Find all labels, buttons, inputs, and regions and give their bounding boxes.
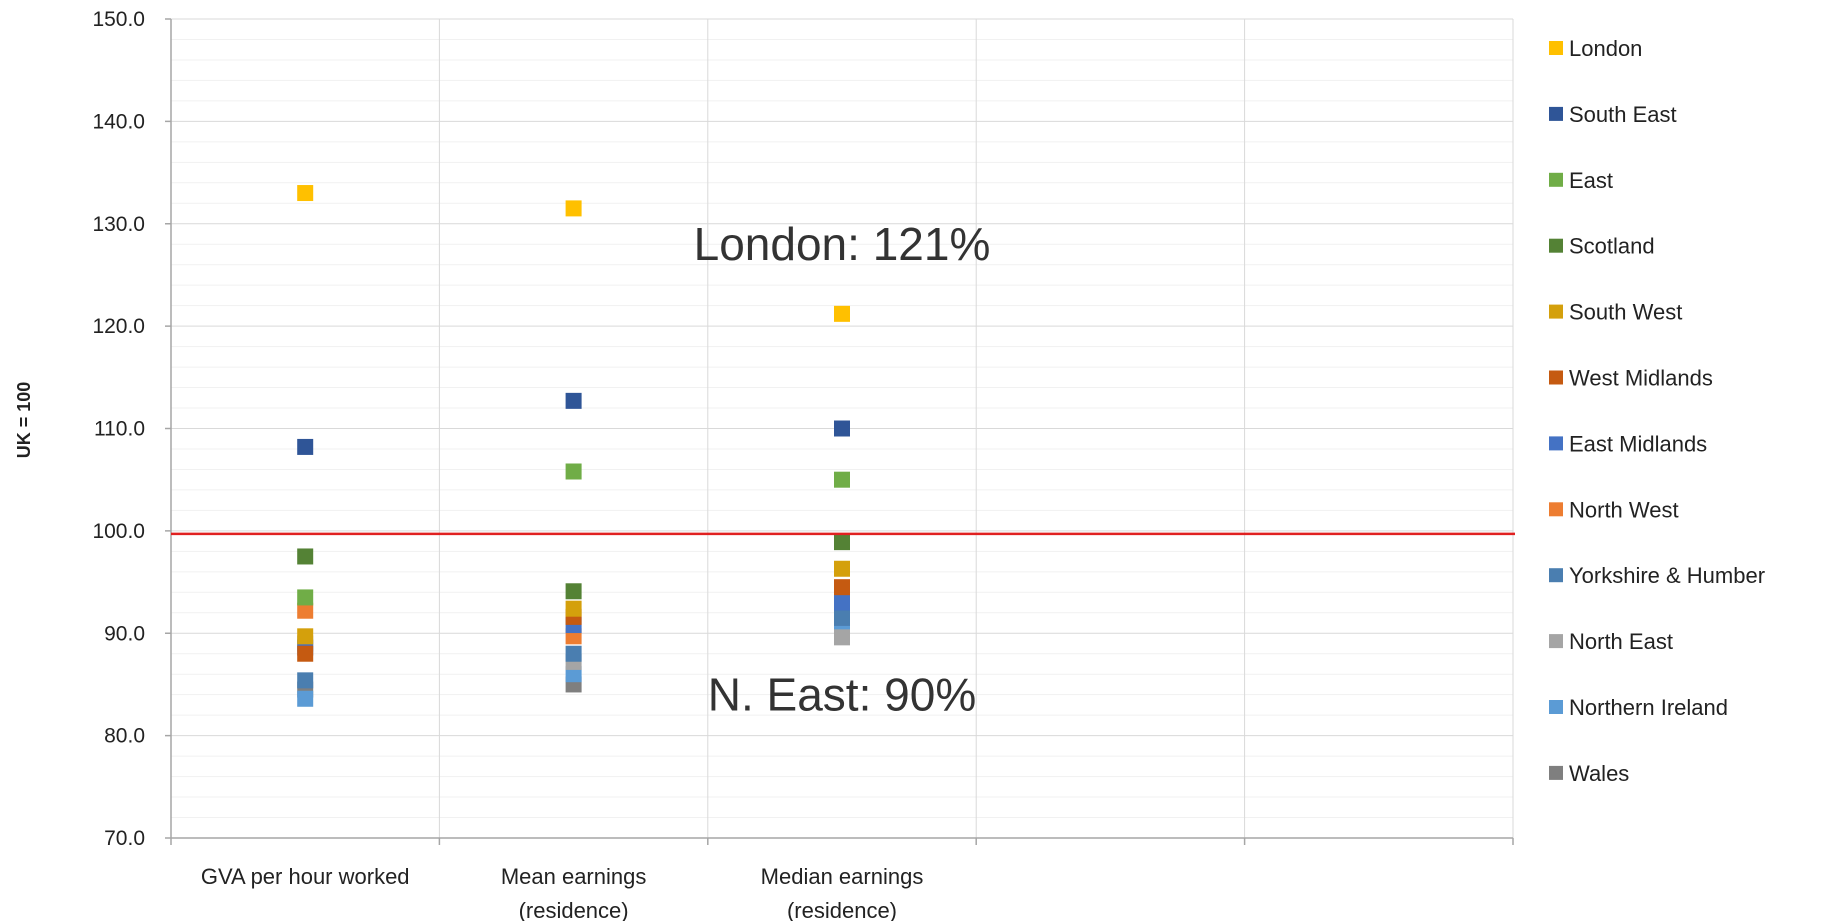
legend-swatch <box>1549 502 1563 517</box>
y-tick-label: 100.0 <box>92 520 145 543</box>
data-point <box>297 672 314 689</box>
legend-label: West Midlands <box>1569 366 1713 391</box>
legend-swatch <box>1549 765 1563 780</box>
legend-swatch <box>1549 634 1563 649</box>
legend-swatch <box>1549 568 1563 583</box>
data-point <box>297 602 314 619</box>
legend: London South East East Scotland South West We… <box>1549 36 1765 786</box>
data-point <box>834 629 850 646</box>
data-point <box>834 579 850 596</box>
legend-item: Yorkshire & Humber <box>1549 563 1765 588</box>
data-point <box>834 420 850 437</box>
annotation-text: London: 121% <box>694 218 991 270</box>
data-point <box>565 200 582 217</box>
data-point <box>297 628 314 645</box>
x-category-label: GVA per hour worked <box>201 864 410 889</box>
y-tick-label: 80.0 <box>104 725 145 748</box>
legend-item: North East <box>1549 629 1673 654</box>
annotation-text: N. East: 90% <box>708 669 976 721</box>
legend-item: Scotland <box>1549 234 1655 259</box>
data-points <box>297 185 850 707</box>
x-category-label: Mean earnings <box>501 864 647 889</box>
data-point <box>834 609 850 626</box>
data-point <box>297 548 314 565</box>
legend-swatch <box>1549 304 1563 319</box>
data-point <box>565 583 582 600</box>
legend-label: North West <box>1569 497 1679 522</box>
data-point <box>565 645 582 662</box>
legend-item: East <box>1549 168 1613 193</box>
data-point <box>565 392 582 409</box>
legend-label: Scotland <box>1569 234 1655 259</box>
legend-swatch <box>1549 172 1563 187</box>
data-point <box>565 600 582 617</box>
legend-swatch <box>1549 700 1563 714</box>
legend-label: South East <box>1569 102 1677 127</box>
legend-item: Northern Ireland <box>1549 695 1728 720</box>
y-axis-label: UK = 100 <box>14 382 34 459</box>
data-point <box>834 534 850 551</box>
data-point <box>834 471 850 488</box>
legend-label: North East <box>1569 629 1673 654</box>
y-tick-labels: 70.0 80.0 90.0 100.0 110.0 120.0 130.0 140.0 150… <box>92 8 145 850</box>
data-point <box>834 594 850 611</box>
y-tick-label: 120.0 <box>92 315 145 338</box>
legend-swatch <box>1549 41 1563 55</box>
data-point <box>834 305 850 322</box>
data-point <box>565 666 582 683</box>
data-point <box>834 560 850 577</box>
legend-label: Northern Ireland <box>1569 695 1728 720</box>
legend-item: Wales <box>1549 761 1629 786</box>
legend-label: Yorkshire & Humber <box>1569 563 1765 588</box>
x-category-label: Median earnings <box>761 864 924 889</box>
legend-item: West Midlands <box>1549 366 1713 391</box>
legend-item: London <box>1549 36 1642 61</box>
legend-item: East Midlands <box>1549 431 1707 456</box>
legend-item: South East <box>1549 102 1677 127</box>
data-point <box>565 463 582 480</box>
data-point <box>297 589 314 606</box>
vertical-gridlines <box>438 19 1514 838</box>
y-tick-label: 140.0 <box>92 110 145 133</box>
legend-swatch <box>1549 238 1563 253</box>
data-point <box>297 645 314 662</box>
y-tick-label: 70.0 <box>104 827 145 850</box>
y-tick-label: 90.0 <box>104 622 145 645</box>
annotations: London: 121% N. East: 90% <box>694 218 991 720</box>
x-category-label: (residence) <box>519 898 629 921</box>
y-tick-label: 130.0 <box>92 213 145 236</box>
x-category-labels: GVA per hour worked Mean earnings (residen… <box>201 864 923 921</box>
y-tick-label: 150.0 <box>92 8 145 31</box>
legend-label: East <box>1569 168 1613 193</box>
legend-label: South West <box>1569 300 1682 325</box>
data-point <box>297 438 314 455</box>
y-tick-label: 110.0 <box>94 418 145 441</box>
x-category-label: (residence) <box>787 898 897 921</box>
data-point <box>297 690 314 707</box>
legend-swatch <box>1549 106 1563 121</box>
legend-label: London <box>1569 36 1642 61</box>
data-point <box>297 185 314 202</box>
legend-item: North West <box>1549 497 1679 522</box>
axes <box>165 18 1514 845</box>
legend-swatch <box>1549 370 1563 385</box>
legend-label: Wales <box>1569 761 1629 786</box>
legend-item: South West <box>1549 300 1682 325</box>
minor-gridlines <box>171 38 1513 819</box>
legend-label: East Midlands <box>1569 431 1707 456</box>
legend-swatch <box>1549 436 1563 451</box>
